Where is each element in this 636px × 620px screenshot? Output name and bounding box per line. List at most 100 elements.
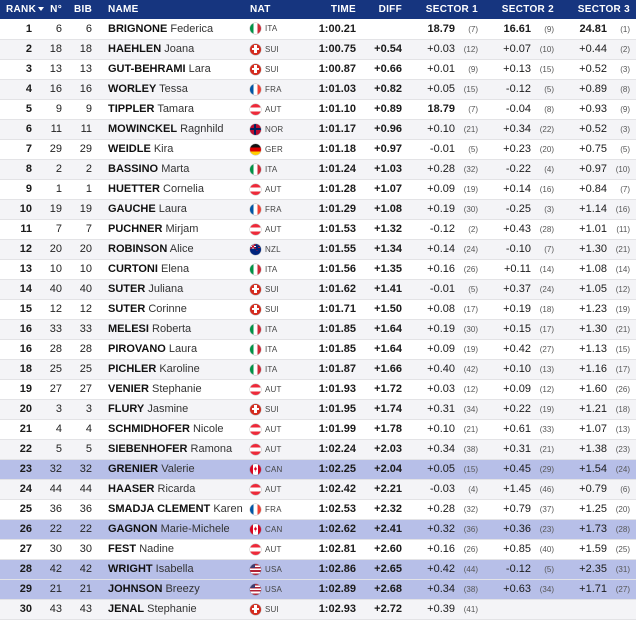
cell-name[interactable]: WORLEY Tessa [98, 79, 244, 100]
table-row[interactable]: 30 43 43 JENAL Stephanie SUI 1:02.93 +2.72 +0.3… [0, 599, 636, 620]
cell-name[interactable]: HAASER Ricarda [98, 479, 244, 500]
table-row[interactable]: 10 19 19 GAUCHE Laura FRA 1:01.29 +1.08 +0.19 (3… [0, 199, 636, 220]
cell-name[interactable]: SIEBENHOFER Ramona [98, 439, 244, 460]
cell-name[interactable]: FEST Nadine [98, 539, 244, 560]
table-row[interactable]: 2 18 18 HAEHLEN Joana SUI 1:00.75 +0.54 +0.03 (1… [0, 39, 636, 60]
cell-sector-2: -0.10 (7) [484, 239, 560, 260]
cell-name[interactable]: GUT-BEHRAMI Lara [98, 59, 244, 80]
cell-name[interactable]: GAUCHE Laura [98, 199, 244, 220]
table-row[interactable]: 18 25 25 PICHLER Karoline ITA 1:01.87 +1.66 +0.… [0, 359, 636, 380]
cell-number: 27 [38, 379, 68, 400]
table-row[interactable]: 26 22 22 GAGNON Marie-Michele CAN 1:02.62 +2.4… [0, 519, 636, 540]
table-row[interactable]: 16 33 33 MELESI Roberta ITA 1:01.85 +1.64 +0.19… [0, 319, 636, 340]
table-row[interactable]: 1 6 6 BRIGNONE Federica ITA 1:00.21 18.79 (7) 16… [0, 19, 636, 40]
cell-sector-1: -0.03 (4) [408, 479, 484, 500]
sector-3-position: (24) [615, 465, 630, 474]
sector-1-position: (32) [463, 505, 478, 514]
table-row[interactable]: 11 7 7 PUCHNER Mirjam AUT 1:01.53 +1.32 -0.12 (2… [0, 219, 636, 240]
cell-time: 1:01.24 [306, 159, 362, 180]
table-row[interactable]: 20 3 3 FLURY Jasmine SUI 1:01.95 +1.74 +0.31 (34… [0, 399, 636, 420]
cell-name[interactable]: MOWINCKEL Ragnhild [98, 119, 244, 140]
nat-code: SUI [265, 44, 279, 54]
cell-name[interactable]: HAEHLEN Joana [98, 39, 244, 60]
nat-code: NZL [265, 244, 281, 254]
table-row[interactable]: 28 42 42 WRIGHT Isabella USA 1:02.86 +2.65 +0.4… [0, 559, 636, 580]
cell-name[interactable]: GAGNON Marie-Michele [98, 519, 244, 540]
column-header-bib[interactable]: BIB [68, 0, 98, 19]
cell-sector-2: +0.63 (34) [484, 579, 560, 600]
column-header-sector-3[interactable]: SECTOR 3 [560, 0, 636, 19]
cell-name[interactable]: SCHMIDHOFER Nicole [98, 419, 244, 440]
cell-rank: 20 [0, 399, 38, 420]
sector-1-position: (15) [463, 85, 478, 94]
table-row[interactable]: 19 27 27 VENIER Stephanie AUT 1:01.93 +1.72 +0.… [0, 379, 636, 400]
cell-bib: 9 [68, 99, 98, 120]
table-row[interactable]: 27 30 30 FEST Nadine AUT 1:02.81 +2.60 +0.16 (26… [0, 539, 636, 560]
cell-name[interactable]: PICHLER Karoline [98, 359, 244, 380]
sector-3-value: +1.38 [579, 443, 607, 455]
cell-sector-2: 16.61 (9) [484, 19, 560, 40]
cell-name[interactable]: JENAL Stephanie [98, 599, 244, 620]
table-row[interactable]: 3 13 13 GUT-BEHRAMI Lara SUI 1:00.87 +0.66 +0.0… [0, 59, 636, 80]
table-row[interactable]: 21 4 4 SCHMIDHOFER Nicole AUT 1:01.99 +1.78 +0.… [0, 419, 636, 440]
cell-name[interactable]: WRIGHT Isabella [98, 559, 244, 580]
sector-2-position: (21) [539, 445, 554, 454]
table-row[interactable]: 23 32 32 GRENIER Valerie CAN 1:02.25 +2.04 +0.0… [0, 459, 636, 480]
cell-name[interactable]: CURTONI Elena [98, 259, 244, 280]
column-header-number[interactable]: N° [38, 0, 68, 19]
cell-name[interactable]: JOHNSON Breezy [98, 579, 244, 600]
table-row[interactable]: 12 20 20 ROBINSON Alice NZL 1:01.55 +1.34 +0.14… [0, 239, 636, 260]
table-row[interactable]: 14 40 40 SUTER Juliana SUI 1:01.62 +1.41 -0.01(… [0, 279, 636, 300]
table-row[interactable]: 29 21 21 JOHNSON Breezy USA 1:02.89 +2.68 +0.34… [0, 579, 636, 600]
column-header-time[interactable]: TIME [306, 0, 362, 19]
sector-3-position: (10) [615, 165, 630, 174]
cell-name[interactable]: SUTER Corinne [98, 299, 244, 320]
table-row[interactable]: 22 5 5 SIEBENHOFER Ramona AUT 1:02.24 +2.03 +0.… [0, 439, 636, 460]
cell-time: 1:00.75 [306, 39, 362, 60]
sector-2-value: 16.61 [503, 22, 531, 35]
cell-sector-2: +0.43 (28) [484, 219, 560, 240]
table-row[interactable]: 15 12 12 SUTER Corinne SUI 1:01.71 +1.50 +0.08(… [0, 299, 636, 320]
table-row[interactable]: 24 44 44 HAASER Ricarda AUT 1:02.42 +2.21 -0.03… [0, 479, 636, 500]
table-header: RANK N° BIB NAME NAT TIME DIFF SECTOR 1 … [0, 0, 636, 19]
sector-3-position: (9) [620, 105, 630, 114]
cell-name[interactable]: SUTER Juliana [98, 279, 244, 300]
column-header-sector-2[interactable]: SECTOR 2 [484, 0, 560, 19]
table-row[interactable]: 6 11 11 MOWINCKEL Ragnhild NOR 1:01.17 +0.96 +0… [0, 119, 636, 140]
column-header-nat[interactable]: NAT [244, 0, 306, 19]
table-row[interactable]: 9 1 1 HUETTER Cornelia AUT 1:01.28 +1.07 +0.09(… [0, 179, 636, 200]
cell-rank: 3 [0, 59, 38, 80]
cell-name[interactable]: MELESI Roberta [98, 319, 244, 340]
cell-name[interactable]: HUETTER Cornelia [98, 179, 244, 200]
cell-name[interactable]: SMADJA CLEMENT Karen [98, 499, 244, 520]
column-header-diff[interactable]: DIFF [362, 0, 408, 19]
table-row[interactable]: 4 16 16 WORLEY Tessa FRA 1:01.03 +0.82 +0.05 (15… [0, 79, 636, 100]
column-header-name[interactable]: NAME [98, 0, 244, 19]
cell-name[interactable]: ROBINSON Alice [98, 239, 244, 260]
sector-3-position: (18) [615, 405, 630, 414]
table-row[interactable]: 25 36 36 SMADJA CLEMENT Karen FRA 1:02.53 +2.3… [0, 499, 636, 520]
table-row[interactable]: 5 9 9 TIPPLER Tamara AUT 1:01.10 +0.89 18.79 (7)… [0, 99, 636, 120]
column-header-sector-1[interactable]: SECTOR 1 [408, 0, 484, 19]
flag-icon-aut [250, 183, 261, 195]
cell-name[interactable]: GRENIER Valerie [98, 459, 244, 480]
table-row[interactable]: 16 28 28 PIROVANO Laura ITA 1:01.85 +1.64 +0.09… [0, 339, 636, 360]
table-row[interactable]: 8 2 2 BASSINO Marta ITA 1:01.24 +1.03 +0.28 (32)… [0, 159, 636, 180]
cell-sector-3: +1.08 (14) [560, 259, 636, 280]
table-row[interactable]: 7 29 29 WEIDLE Kira GER 1:01.18 +0.97 -0.01 (5) +… [0, 139, 636, 160]
cell-name[interactable]: VENIER Stephanie [98, 379, 244, 400]
cell-name[interactable]: PUCHNER Mirjam [98, 219, 244, 240]
table-row[interactable]: 13 10 10 CURTONI Elena ITA 1:01.56 +1.35 +0.16(… [0, 259, 636, 280]
cell-name[interactable]: WEIDLE Kira [98, 139, 244, 160]
cell-name[interactable]: PIROVANO Laura [98, 339, 244, 360]
cell-name[interactable]: BASSINO Marta [98, 159, 244, 180]
cell-name[interactable]: FLURY Jasmine [98, 399, 244, 420]
column-header-rank[interactable]: RANK [0, 0, 45, 19]
cell-name[interactable]: BRIGNONE Federica [98, 19, 244, 40]
cell-name[interactable]: TIPPLER Tamara [98, 99, 244, 120]
flag-icon-ita [250, 343, 261, 355]
athlete-last-name: MOWINCKEL [108, 123, 178, 135]
sector-1-value: +0.03 [427, 383, 455, 395]
athlete-last-name: HAEHLEN [108, 43, 162, 55]
cell-sector-3: +1.38 (23) [560, 439, 636, 460]
